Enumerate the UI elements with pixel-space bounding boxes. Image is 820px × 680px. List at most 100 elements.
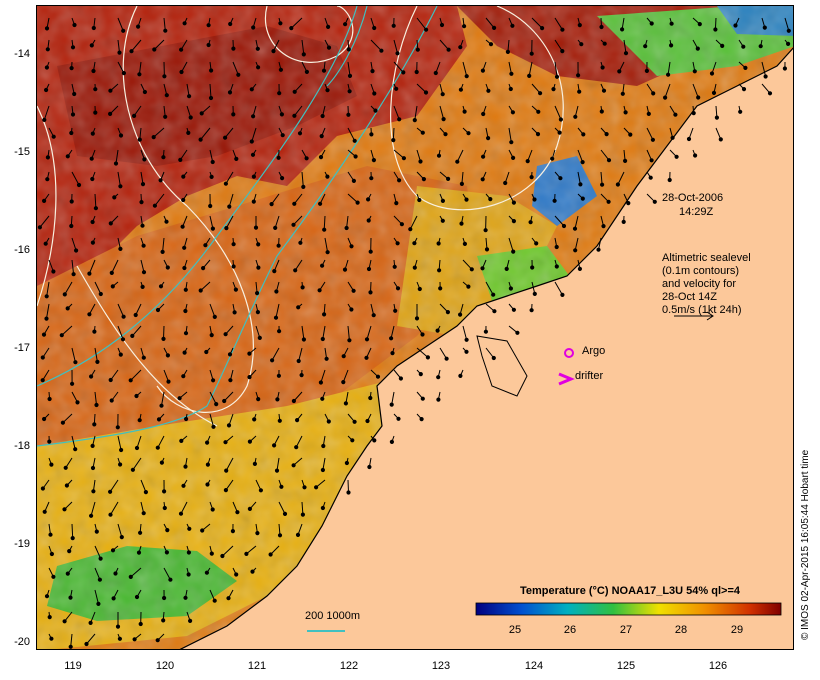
velocity-arrow-head bbox=[278, 67, 283, 72]
velocity-arrow-head bbox=[326, 24, 331, 29]
velocity-arrow-head bbox=[695, 46, 700, 51]
velocity-arrow-head bbox=[390, 351, 395, 356]
velocity-arrow bbox=[290, 17, 303, 29]
colorbar-tick: 26 bbox=[563, 624, 577, 636]
velocity-arrow-head bbox=[414, 316, 420, 321]
lat-tick: -16 bbox=[14, 244, 30, 256]
velocity-arrow-head bbox=[580, 196, 585, 201]
velocity-arrow bbox=[393, 39, 398, 54]
velocity-arrow-head bbox=[62, 292, 67, 297]
velocity-arrow bbox=[301, 171, 304, 187]
velocity-arrow-head bbox=[67, 549, 72, 554]
velocity-arrow-head bbox=[646, 111, 651, 117]
image-time: 14:29Z bbox=[679, 206, 714, 218]
velocity-arrow bbox=[94, 281, 102, 295]
velocity-arrow-head bbox=[244, 551, 249, 557]
velocity-arrow-head bbox=[275, 397, 280, 402]
velocity-arrow-head bbox=[268, 552, 273, 557]
velocity-arrow-head bbox=[252, 417, 257, 422]
altimetry-note: Altimetric sealevel bbox=[662, 252, 751, 264]
velocity-arrow bbox=[209, 303, 216, 318]
velocity-arrow-head bbox=[140, 223, 145, 228]
velocity-arrow bbox=[209, 215, 214, 229]
velocity-arrow-head bbox=[49, 551, 54, 557]
velocity-arrow-head bbox=[366, 197, 371, 202]
velocity-arrow-head bbox=[445, 310, 450, 315]
velocity-arrow bbox=[664, 83, 671, 98]
velocity-arrow-head bbox=[326, 419, 331, 424]
velocity-arrow-head bbox=[418, 372, 423, 377]
velocity-arrow-head bbox=[119, 447, 124, 453]
drifter-marker bbox=[558, 372, 575, 386]
velocity-arrow-head bbox=[75, 400, 80, 405]
velocity-arrow-head bbox=[62, 507, 67, 512]
velocity-arrow bbox=[554, 17, 563, 30]
velocity-arrow-head bbox=[538, 91, 543, 96]
velocity-arrow-head bbox=[560, 27, 565, 32]
velocity-arrow-head bbox=[294, 445, 299, 450]
velocity-arrow-head bbox=[89, 156, 94, 161]
lon-tick: 121 bbox=[247, 660, 267, 672]
velocity-arrow-head bbox=[177, 396, 182, 401]
velocity-arrow bbox=[485, 347, 495, 359]
velocity-arrow-head bbox=[155, 638, 160, 643]
velocity-arrow-head bbox=[91, 489, 96, 494]
velocity-arrow-head bbox=[372, 438, 377, 443]
velocity-arrow-head bbox=[351, 178, 356, 183]
velocity-arrow bbox=[232, 61, 239, 75]
velocity-arrow-head bbox=[464, 349, 469, 354]
velocity-arrow-head bbox=[115, 624, 121, 629]
velocity-arrow-head bbox=[251, 114, 256, 119]
velocity-arrow-head bbox=[509, 140, 514, 145]
velocity-arrow-head bbox=[670, 135, 675, 140]
velocity-arrow-head bbox=[696, 95, 701, 100]
velocity-arrow-head bbox=[320, 263, 325, 268]
velocity-arrow-head bbox=[389, 336, 394, 341]
velocity-arrow-head bbox=[602, 41, 607, 46]
velocity-arrow-head bbox=[320, 113, 325, 119]
velocity-arrow-head bbox=[364, 355, 369, 360]
velocity-arrow-head bbox=[291, 398, 296, 404]
velocity-arrow-head bbox=[234, 572, 239, 577]
velocity-arrow-head bbox=[560, 292, 565, 297]
velocity-arrow-head bbox=[222, 398, 227, 404]
velocity-arrow bbox=[278, 501, 286, 515]
velocity-arrow-head bbox=[443, 132, 448, 137]
velocity-arrow-head bbox=[395, 51, 400, 56]
velocity-arrow bbox=[485, 17, 495, 29]
velocity-arrow-head bbox=[273, 315, 279, 320]
velocity-arrow bbox=[462, 259, 473, 270]
velocity-arrow-head bbox=[138, 530, 143, 535]
map-canvas bbox=[37, 6, 793, 649]
velocity-arrow-head bbox=[233, 287, 238, 292]
velocity-arrow bbox=[109, 479, 119, 493]
velocity-arrow bbox=[416, 17, 427, 31]
velocity-arrow-head bbox=[247, 351, 252, 356]
velocity-arrow-head bbox=[109, 270, 114, 275]
velocity-arrow-head bbox=[511, 155, 516, 160]
velocity-arrow-head bbox=[554, 264, 559, 269]
velocity-arrow-head bbox=[227, 204, 232, 209]
velocity-arrow-head bbox=[42, 509, 47, 514]
velocity-arrow bbox=[617, 171, 625, 185]
velocity-arrow bbox=[153, 127, 165, 138]
velocity-arrow-head bbox=[141, 355, 146, 360]
velocity-arrow-head bbox=[604, 132, 609, 137]
velocity-arrow-head bbox=[446, 176, 451, 181]
velocity-arrow bbox=[94, 391, 97, 406]
velocity-arrow-head bbox=[292, 113, 297, 118]
velocity-arrow-head bbox=[255, 46, 260, 51]
velocity-arrow-head bbox=[297, 131, 303, 136]
velocity-arrow-head bbox=[137, 72, 142, 77]
velocity-arrow bbox=[301, 39, 305, 55]
velocity-arrow bbox=[390, 325, 395, 339]
velocity-arrow-head bbox=[44, 26, 50, 31]
velocity-arrow-head bbox=[469, 267, 474, 272]
velocity-arrow-head bbox=[444, 356, 449, 361]
argo-marker bbox=[564, 348, 574, 358]
velocity-arrow-head bbox=[94, 529, 99, 534]
velocity-arrow-head bbox=[300, 285, 305, 290]
velocity-arrow bbox=[140, 479, 147, 493]
velocity-arrow-head bbox=[433, 70, 438, 76]
velocity-arrow-head bbox=[93, 87, 98, 92]
